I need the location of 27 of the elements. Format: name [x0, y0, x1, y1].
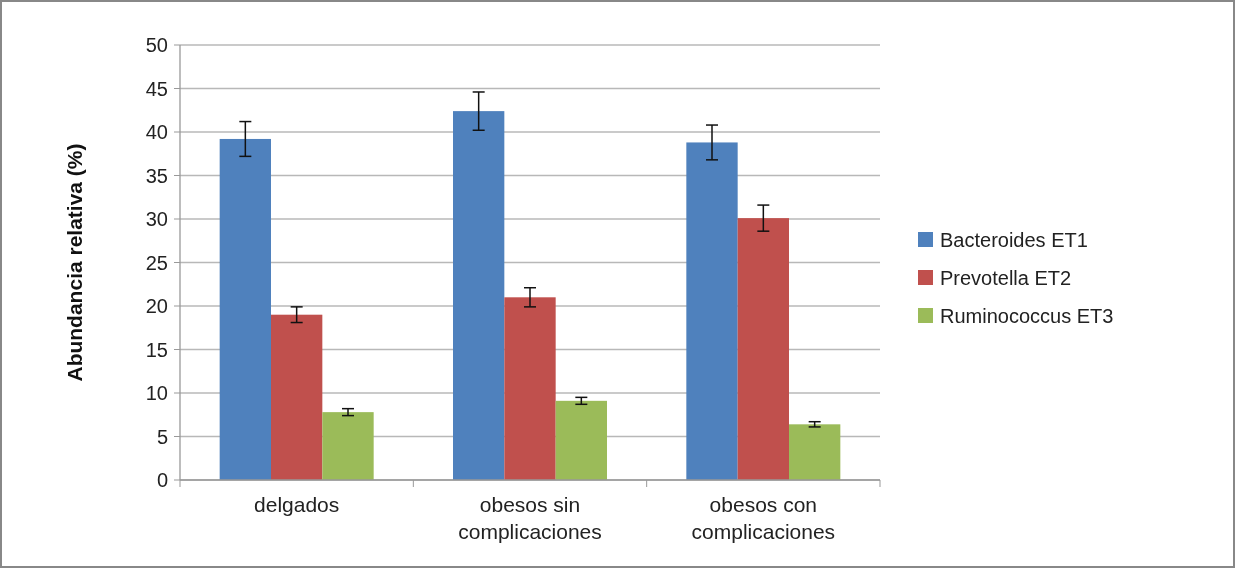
x-tick-label: delgados — [254, 493, 340, 516]
y-tick-label: 10 — [145, 382, 168, 404]
bar — [219, 138, 271, 480]
bar — [789, 424, 841, 480]
y-tick-label: 0 — [156, 469, 168, 491]
bar — [453, 111, 505, 480]
legend-label: Prevotella ET2 — [940, 267, 1072, 289]
bar — [555, 400, 607, 480]
y-tick-label: 25 — [145, 251, 168, 274]
bar — [686, 142, 738, 480]
y-axis-title: Abundancia relativa (%) — [63, 143, 86, 382]
legend-label: Bacteroides ET1 — [940, 229, 1088, 251]
y-tick-label: 15 — [145, 338, 168, 361]
legend-label: Ruminococcus ET3 — [940, 305, 1114, 327]
bar — [322, 412, 374, 480]
y-tick-label: 30 — [145, 208, 168, 230]
bar — [737, 218, 789, 480]
y-tick-label: 5 — [156, 425, 168, 448]
y-tick-label: 40 — [145, 121, 168, 143]
x-tick-label: obesos con complicaciones — [691, 493, 836, 543]
x-tick-label: obesos sin complicaciones — [458, 493, 602, 543]
y-tick-label: 20 — [145, 295, 168, 317]
y-tick-label: 35 — [145, 164, 168, 187]
y-tick-label: 50 — [145, 34, 168, 56]
y-tick-label: 45 — [145, 77, 168, 100]
bar — [271, 314, 323, 480]
bar — [504, 297, 556, 480]
